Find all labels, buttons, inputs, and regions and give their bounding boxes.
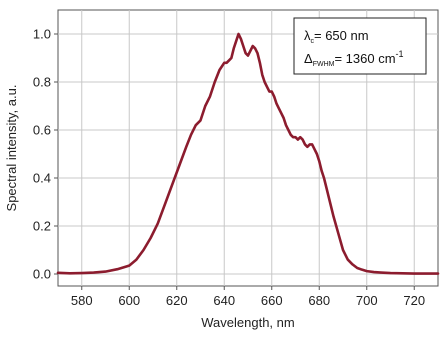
fwhm-subscript: FWHM (313, 61, 335, 68)
y-axis-label: Spectral intensity, a.u. (4, 85, 19, 212)
y-tick-label: 0.6 (33, 123, 51, 138)
lambda-symbol: λ (304, 28, 311, 43)
annotation-box: λc= 650 nm ΔFWHM= 1360 cm-1 (293, 17, 427, 75)
spectrum-series-line (56, 32, 440, 275)
y-tick-label: 0.2 (33, 219, 51, 234)
fwhm-value: = 1360 cm (334, 51, 395, 66)
y-tick-label: 1.0 (33, 27, 51, 42)
annotation-center-wavelength: λc= 650 nm (304, 28, 369, 45)
x-tick-label: 660 (261, 293, 283, 308)
x-axis-label: Wavelength, nm (201, 315, 294, 330)
fwhm-unit-superscript: -1 (396, 49, 404, 59)
lambda-subscript: c (311, 38, 315, 45)
x-tick-label: 700 (356, 293, 378, 308)
x-tick-label: 580 (71, 293, 93, 308)
x-tick-label: 620 (166, 293, 188, 308)
y-tick-label: 0.0 (33, 267, 51, 282)
y-axis-ticks: 0.0 0.2 0.4 0.6 0.8 1.0 (33, 27, 58, 282)
x-tick-label: 720 (403, 293, 425, 308)
series-layer (56, 32, 440, 275)
y-tick-label: 0.8 (33, 75, 51, 90)
x-tick-label: 640 (213, 293, 235, 308)
x-axis-ticks: 580 600 620 640 660 680 700 720 (71, 286, 425, 308)
x-tick-label: 600 (118, 293, 140, 308)
delta-symbol: Δ (304, 51, 313, 66)
y-tick-label: 0.4 (33, 171, 51, 186)
center-wavelength-value: = 650 nm (314, 28, 369, 43)
annotation-frame (293, 17, 427, 75)
x-tick-label: 680 (308, 293, 330, 308)
annotation-fwhm: ΔFWHM= 1360 cm-1 (304, 49, 404, 68)
